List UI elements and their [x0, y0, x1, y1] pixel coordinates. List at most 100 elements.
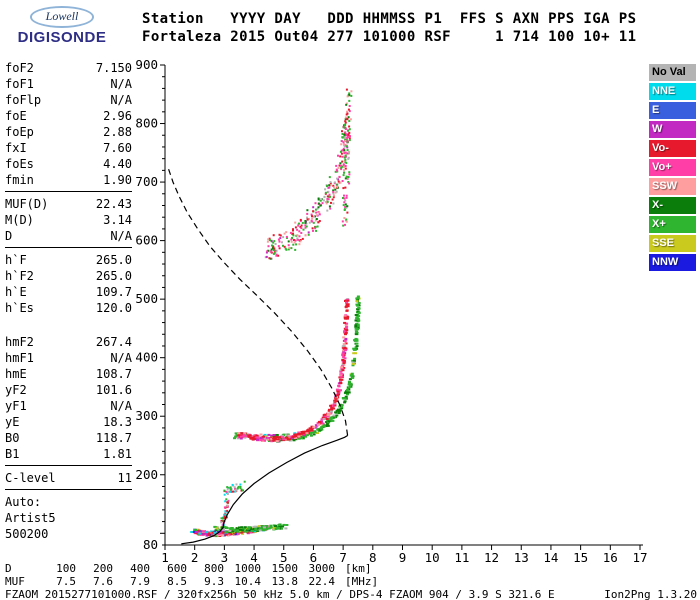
param-value: 108.7 [95, 367, 132, 381]
parameter-panel: foF2 7.150 foF1 N/A foFlp N/A foE 2.96 foEp 2.88 f… [5, 60, 132, 542]
param-name: foEs [5, 157, 34, 171]
legend-item-ssw: SSW [649, 178, 696, 195]
legend-item-vo+: Vo+ [649, 159, 696, 176]
svg-text:10: 10 [425, 550, 440, 565]
svg-text:4: 4 [250, 550, 258, 565]
param-value: N/A [110, 399, 132, 413]
bottom-row-value: 100 [56, 562, 76, 575]
bottom-row-unit: [km] [345, 562, 372, 575]
legend-item-no-val: No Val [649, 64, 696, 81]
bottom-row-value: 7.9 [130, 575, 150, 588]
param-value: N/A [110, 93, 132, 107]
logo-lowell-text: Lowell [29, 6, 95, 28]
svg-text:8: 8 [369, 550, 377, 565]
param-value: 1.90 [103, 173, 132, 187]
param-row-d: D N/A [5, 228, 132, 244]
param-name: h`F [5, 253, 27, 267]
bottom-row-value: 9.3 [204, 575, 224, 588]
legend-item-x+: X+ [649, 216, 696, 233]
param-name: M(D) [5, 213, 34, 227]
bottom-row-value: 400 [130, 562, 150, 575]
bottom-row-value: 3000 [308, 562, 336, 575]
bottom-row-value: 800 [204, 562, 224, 575]
svg-text:12: 12 [484, 550, 499, 565]
param-name: B0 [5, 431, 20, 445]
param-value: N/A [110, 351, 132, 365]
param-value: 7.60 [103, 141, 132, 155]
param-row-hes: h`Es 120.0 [5, 300, 132, 316]
svg-text:9: 9 [399, 550, 407, 565]
bottom-row-muf: MUF 7.5 7.6 7.9 8.5 9.3 10.4 13.8 22.4 [MHz] [5, 575, 378, 588]
svg-text:700: 700 [135, 174, 158, 189]
param-value: N/A [110, 229, 132, 243]
bottom-row-value: 7.5 [56, 575, 76, 588]
param-value: 4.40 [103, 157, 132, 171]
param-row-he: h`E 109.7 [5, 284, 132, 300]
param-name: B1 [5, 447, 20, 461]
param-row-hmf2: hmF2 267.4 [5, 334, 132, 350]
param-name: foEp [5, 125, 34, 139]
param-row-hf2: h`F2 265.0 [5, 268, 132, 284]
param-name: h`F2 [5, 269, 34, 283]
param-value: 7.150 [95, 61, 132, 75]
param-name: foE [5, 109, 27, 123]
param-name: C-level [5, 471, 56, 485]
param-name: hmE [5, 367, 27, 381]
param-group: h`F 265.0 h`F2 265.0 h`E 109.7 h`Es 120.0 [5, 252, 132, 316]
param-row-yf1: yF1 N/A [5, 398, 132, 414]
bottom-row-value: 1000 [234, 562, 262, 575]
svg-text:800: 800 [135, 116, 158, 131]
profile-line-dashed [168, 169, 349, 436]
autoscaler-info-line: 500200 [5, 527, 49, 541]
param-group: foF2 7.150 foF1 N/A foFlp N/A foE 2.96 foEp 2.88 f… [5, 60, 132, 192]
autoscaler-info-line: Artist5 [5, 511, 56, 525]
param-value: 101.6 [95, 383, 132, 397]
param-value: 267.4 [95, 335, 132, 349]
legend-item-nne: NNE [649, 83, 696, 100]
svg-text:15: 15 [573, 550, 588, 565]
svg-text:500: 500 [135, 291, 158, 306]
param-name: yF2 [5, 383, 27, 397]
param-row-clevel: C-level 11 [5, 470, 132, 486]
lowell-digisonde-logo: Lowell DIGISONDE [8, 5, 116, 46]
autoscaler-info-line: Auto: [5, 495, 42, 509]
legend-item-nnw: NNW [649, 254, 696, 271]
param-row-fof2: foF2 7.150 [5, 60, 132, 76]
param-value: 11 [117, 471, 132, 485]
logo-digisonde-text: DIGISONDE [17, 29, 107, 46]
param-row-fxi: fxI 7.60 [5, 140, 132, 156]
param-value: 2.96 [103, 109, 132, 123]
param-value: 2.88 [103, 125, 132, 139]
svg-text:200: 200 [135, 467, 158, 482]
footer-version: Ion2Png 1.3.20 [604, 588, 697, 600]
bottom-row-value: 22.4 [308, 575, 336, 588]
bottom-row-value: 13.8 [271, 575, 299, 588]
param-group: MUF(D) 22.43 M(D) 3.14 D N/A [5, 196, 132, 248]
bottom-row-unit: [MHz] [345, 575, 379, 588]
param-row-b0: B0 118.7 [5, 430, 132, 446]
param-row-foe: foE 2.96 [5, 108, 132, 124]
hop2-asymptote [341, 88, 353, 227]
param-group: hmF2 267.4 hmF1 N/A hmE 108.7 yF2 101.6 yF1 N/A yE… [5, 334, 132, 466]
svg-text:11: 11 [454, 550, 469, 565]
legend-item-e: E [649, 102, 696, 119]
param-row-foep: foEp 2.88 [5, 124, 132, 140]
station-header-row1: Station YYYY DAY DDD HHMMSS P1 FFS S AXN… [142, 11, 637, 27]
svg-text:2: 2 [191, 550, 199, 565]
param-name: hmF2 [5, 335, 34, 349]
legend-item-w: W [649, 121, 696, 138]
svg-text:5: 5 [280, 550, 288, 565]
svg-text:14: 14 [543, 550, 558, 565]
es-trace-x [213, 523, 289, 533]
param-value: 118.7 [95, 431, 132, 445]
footer-file-info: FZAOM_2015277101000.RSF / 320fx256h 50 k… [5, 588, 555, 600]
param-value: N/A [110, 77, 132, 91]
svg-text:3: 3 [221, 550, 229, 565]
param-value: 3.14 [103, 213, 132, 227]
param-value: 18.3 [103, 415, 132, 429]
svg-text:900: 900 [135, 57, 158, 72]
param-value: 1.81 [103, 447, 132, 461]
param-name: fmin [5, 173, 34, 187]
distance-muf-table: D 100 200 400 600 800 1000 1500 3000 [km] MUF 7.5 7.… [5, 562, 378, 588]
param-group: C-level 11 [5, 470, 132, 490]
